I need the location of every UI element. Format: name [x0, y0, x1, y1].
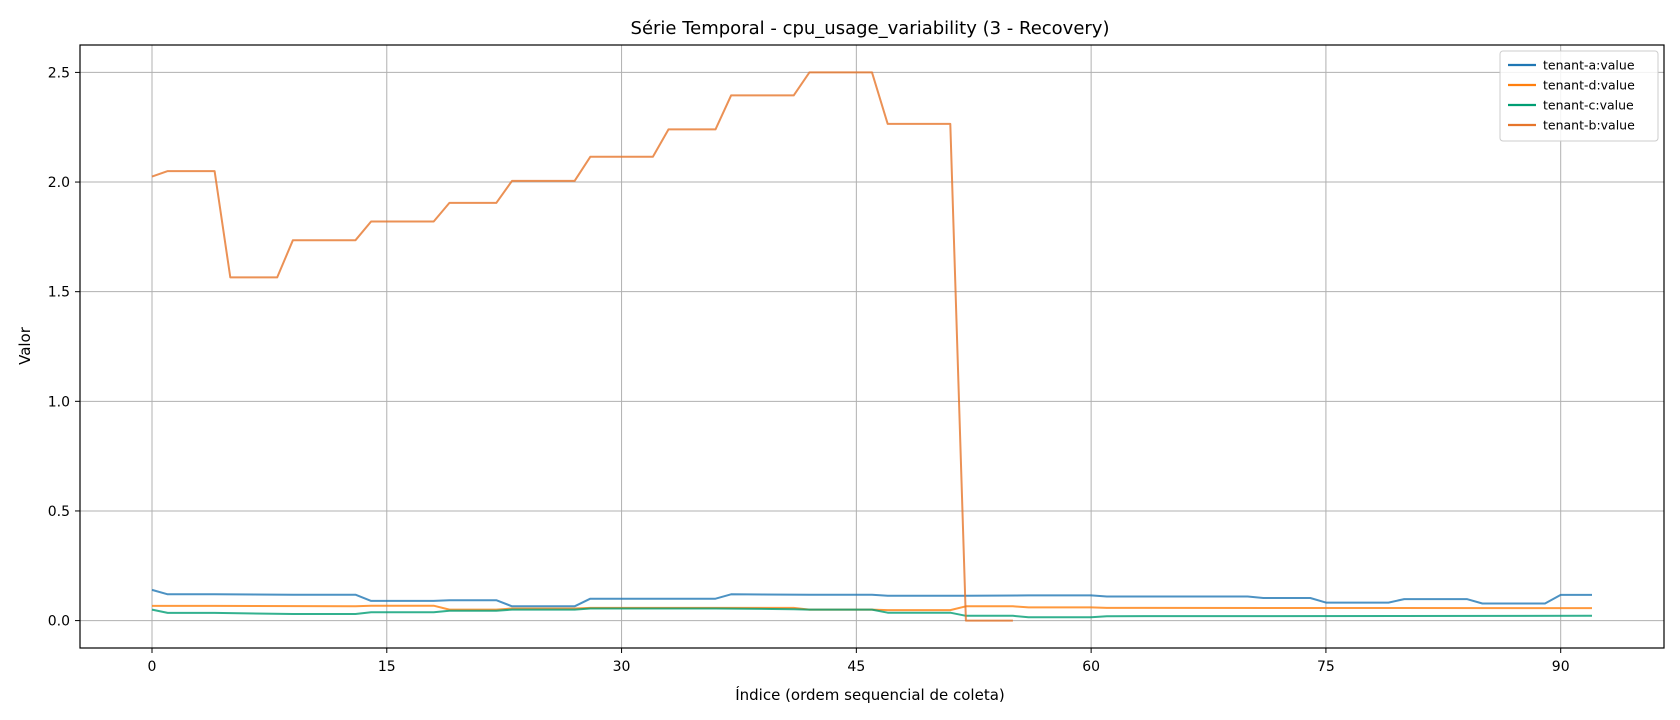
- y-tick-label: 0.5: [48, 504, 70, 520]
- legend-label: tenant-c:value: [1543, 98, 1634, 113]
- x-tick-label: 75: [1317, 659, 1335, 675]
- x-axis-ticks: 0 15 30 45 60 75 90: [148, 648, 1570, 675]
- series-line-tenant-b-value: [151, 71, 1013, 622]
- series-line-tenant-a-value: [151, 588, 1592, 608]
- plot-frame: [79, 44, 1665, 649]
- x-tick-label: 0: [148, 659, 157, 675]
- x-tick-label: 30: [613, 659, 631, 675]
- y-tick-label: 1.5: [48, 285, 70, 301]
- y-tick-label: 2.0: [48, 175, 70, 191]
- x-tick-label: 60: [1082, 659, 1100, 675]
- x-tick-label: 15: [378, 659, 396, 675]
- legend: tenant-a:value tenant-d:value tenant-c:val…: [1499, 50, 1659, 142]
- series-lines: [151, 71, 1593, 622]
- x-tick-label: 45: [847, 659, 865, 675]
- legend-label: tenant-a:value: [1543, 58, 1635, 73]
- y-axis-ticks: 0.0 0.5 1.0 1.5 2.0 2.5: [48, 65, 80, 630]
- y-axis-label: Valor: [16, 326, 34, 365]
- legend-label: tenant-d:value: [1543, 78, 1635, 93]
- legend-box: [1499, 50, 1659, 142]
- series-line-tenant-c-value: [151, 607, 1593, 619]
- x-axis-label: Índice (ordem sequencial de coleta): [735, 685, 1005, 704]
- y-tick-label: 1.0: [48, 394, 70, 410]
- chart-title: Série Temporal - cpu_usage_variability (…: [631, 18, 1110, 39]
- y-tick-label: 2.5: [48, 65, 70, 81]
- legend-label: tenant-b:value: [1543, 118, 1635, 133]
- y-tick-label: 0.0: [48, 614, 70, 630]
- x-tick-label: 90: [1552, 659, 1570, 675]
